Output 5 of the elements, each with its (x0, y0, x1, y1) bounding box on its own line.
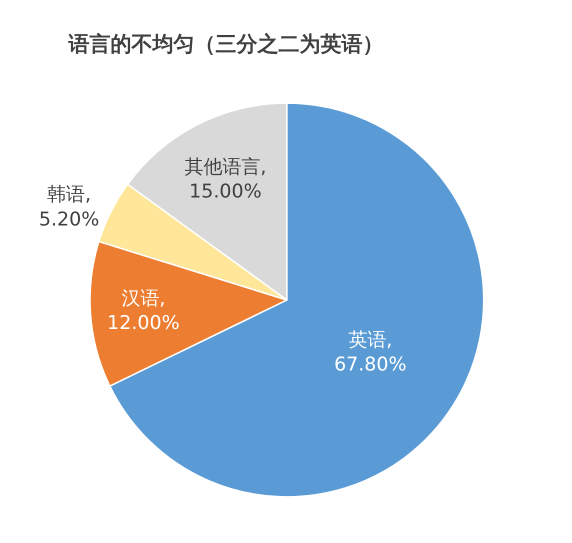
slice-label: 英语, 67.80% (334, 328, 407, 376)
slice-label: 其他语言, 15.00% (184, 156, 266, 203)
chart-title: 语言的不均匀（三分之二为英语） (68, 32, 384, 56)
slice-label: 韩语, 5.20% (38, 184, 100, 230)
slice-label: 汉语, 12.00% (107, 287, 180, 334)
